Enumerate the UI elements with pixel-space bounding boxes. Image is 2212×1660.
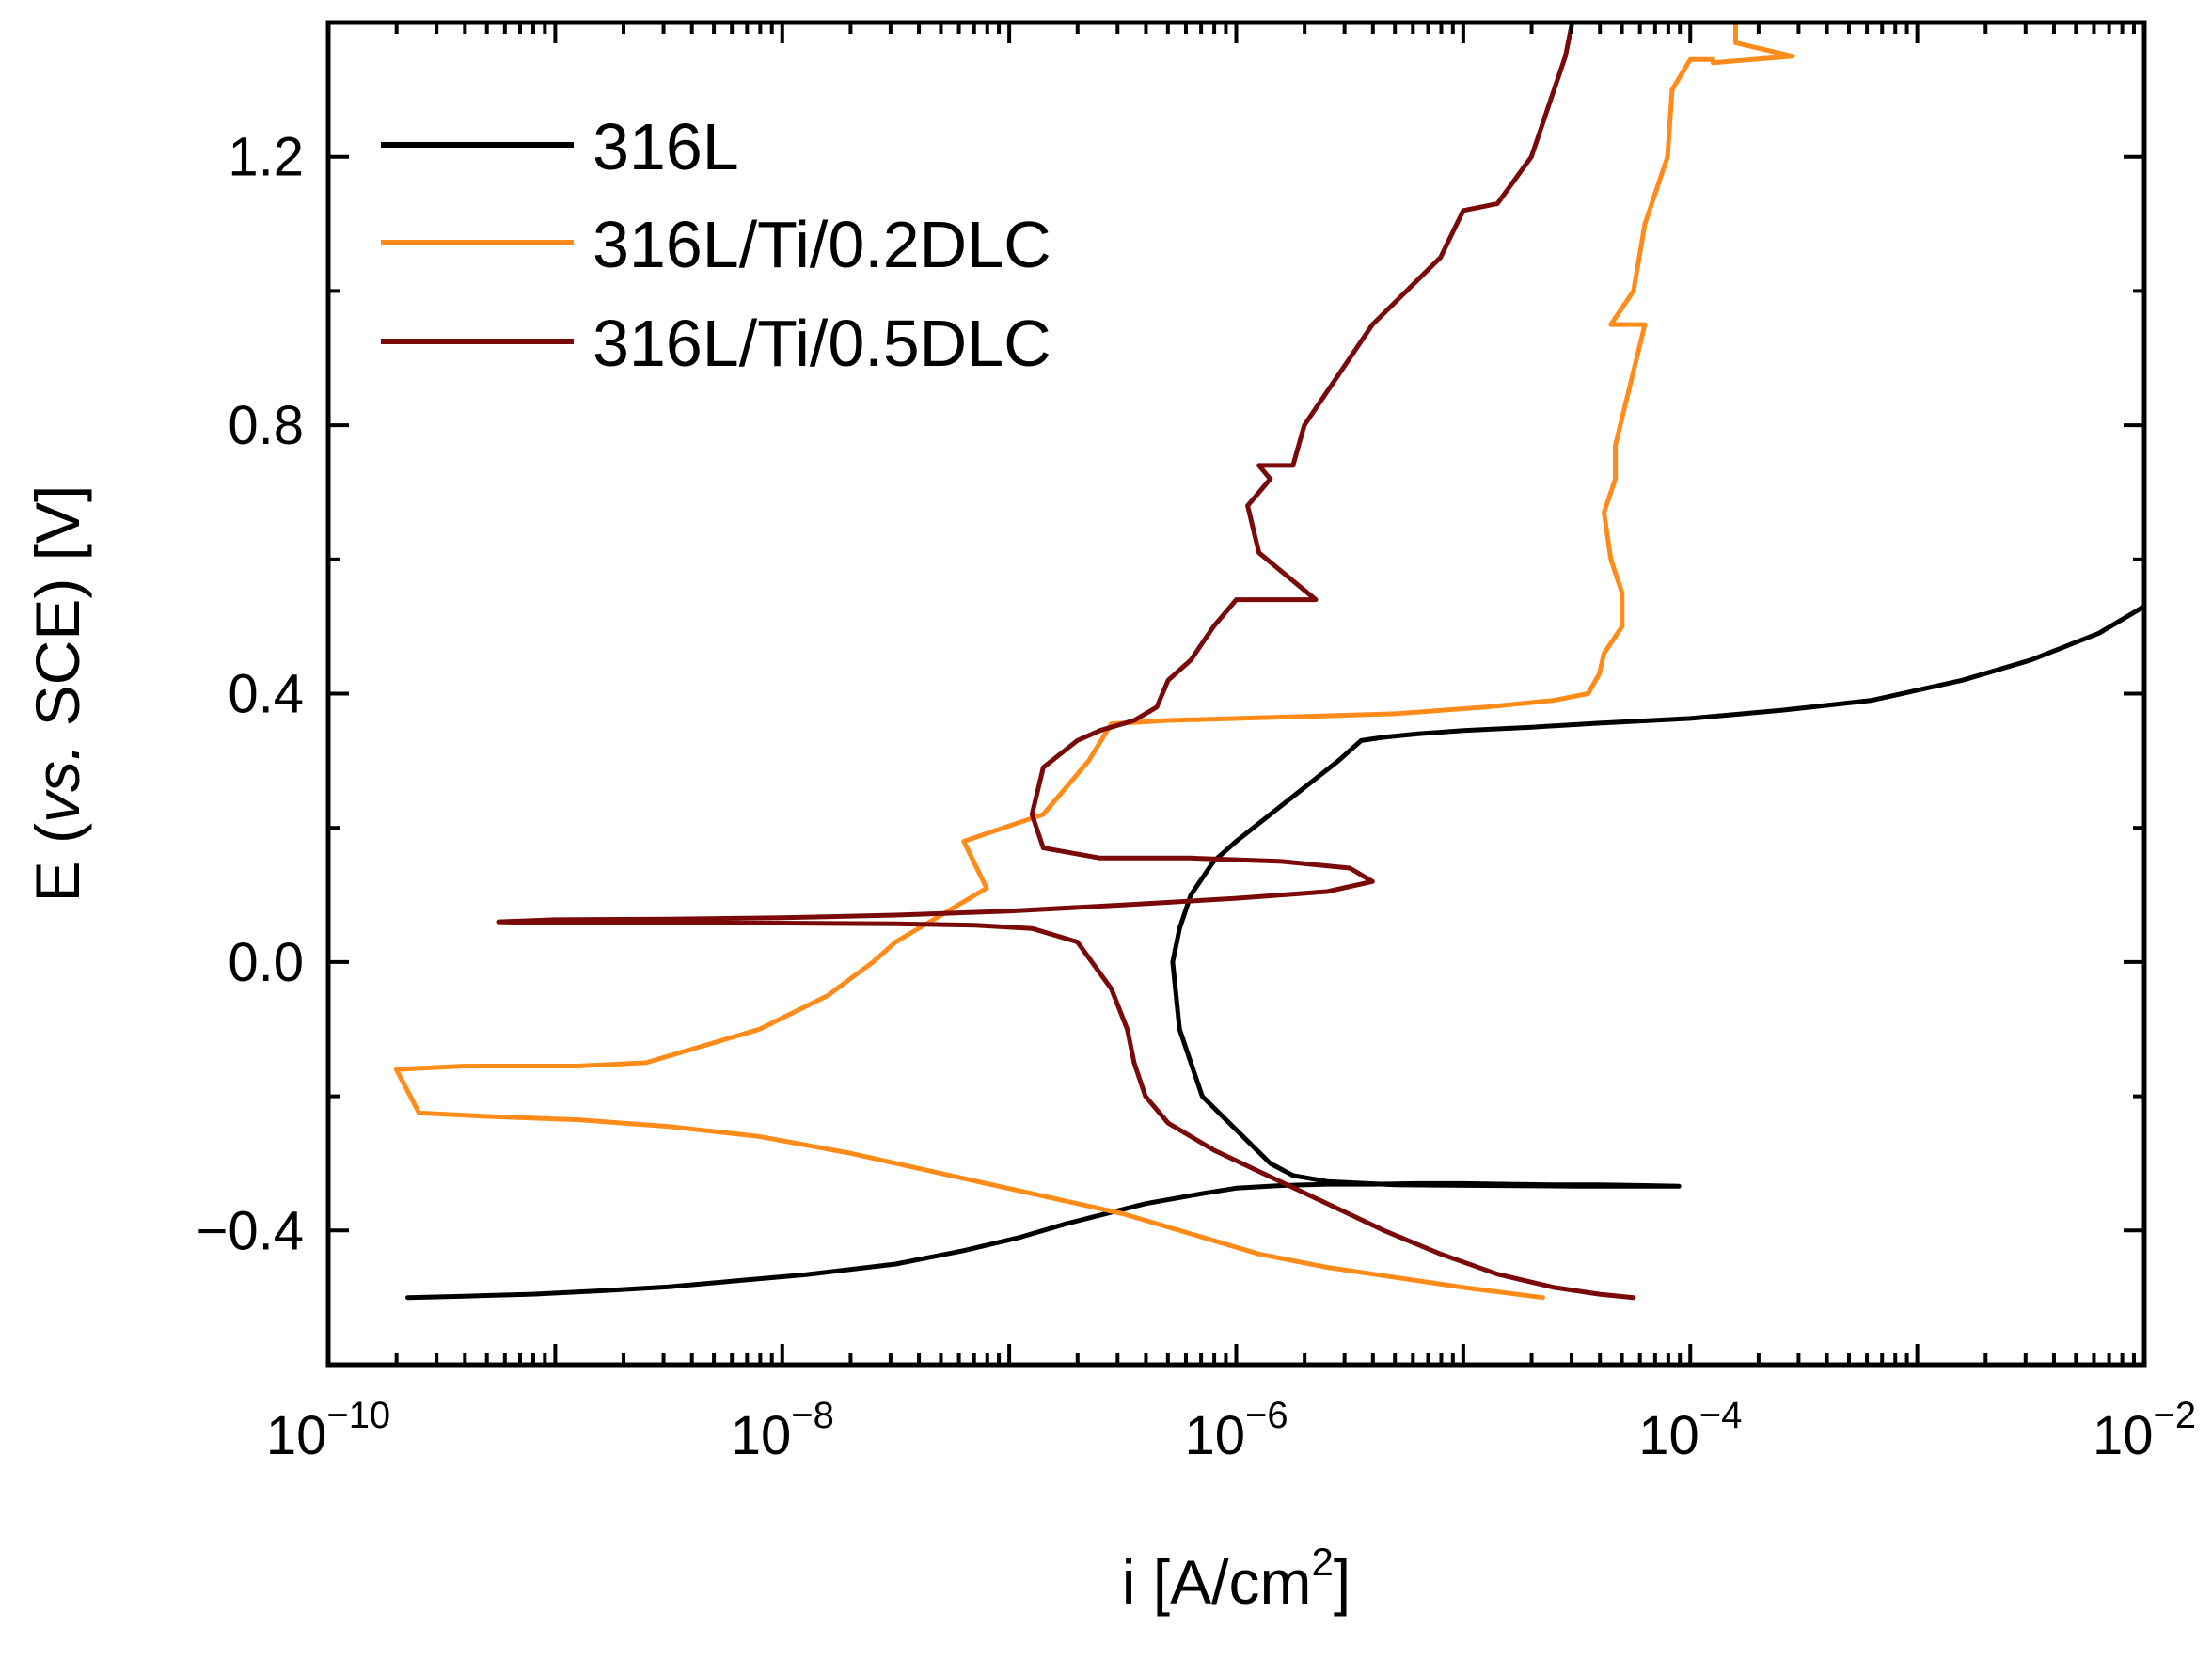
- legend-label-316l: 316L: [592, 110, 739, 183]
- plot-frame: [325, 20, 2147, 1368]
- x-tick-base: 10: [1638, 1405, 1699, 1466]
- x-axis-title-sup: 2: [1311, 1540, 1333, 1584]
- y-tick-label: 0.0: [228, 932, 304, 993]
- y-axis-title-pre: E (: [23, 823, 92, 902]
- x-tick-base: 10: [1184, 1405, 1245, 1466]
- x-tick-label: 10−10: [266, 1395, 390, 1466]
- series-line-316l: [405, 604, 2147, 1301]
- x-axis-title-end: ]: [1334, 1547, 1351, 1617]
- x-tick-base: 10: [266, 1405, 327, 1466]
- x-axis-title-base: i [A/cm: [1122, 1547, 1312, 1617]
- legend-label-316l-ti-0-5dlc: 316L/Ti/0.5DLC: [592, 307, 1051, 380]
- x-tick-base: 10: [2093, 1405, 2154, 1466]
- series-line-316l-ti-0-2dlc: [393, 20, 1795, 1301]
- x-axis-title: i [A/cm2]: [1122, 1540, 1351, 1617]
- x-tick-exp: −6: [1245, 1395, 1288, 1436]
- y-tick-label: 0.4: [228, 664, 304, 725]
- y-tick-labels: −0.4 0.0 0.4 0.8 1.2: [197, 127, 305, 1262]
- x-tick-label: 10−6: [1184, 1395, 1288, 1466]
- x-tick-labels: 10−10 10−8 10−6 10−4 10−2: [266, 1395, 2196, 1466]
- legend: 316L 316L/Ti/0.2DLC 316L/Ti/0.5DLC: [381, 110, 1051, 380]
- y-tick-label: 1.2: [228, 127, 304, 188]
- x-tick-exp: −8: [791, 1395, 834, 1436]
- y-axis-title-italic: vs.: [23, 744, 92, 823]
- legend-label-316l-ti-0-2dlc: 316L/Ti/0.2DLC: [592, 208, 1051, 281]
- series-line-316l-ti-0-5dlc: [496, 20, 1636, 1301]
- x-tick-exp: −4: [1699, 1395, 1743, 1436]
- y-axis-title-post: SCE) [V]: [23, 485, 92, 744]
- y-tick-label: −0.4: [197, 1200, 305, 1261]
- x-tick-label: 10−2: [2093, 1395, 2196, 1466]
- y-axis-title: E (vs. SCE) [V]: [23, 485, 92, 903]
- x-tick-exp: −2: [2153, 1395, 2196, 1436]
- x-tick-exp: −10: [326, 1395, 390, 1436]
- series-layer: [393, 20, 2147, 1301]
- x-tick-base: 10: [731, 1405, 792, 1466]
- x-tick-label: 10−8: [731, 1395, 834, 1466]
- y-tick-label: 0.8: [228, 395, 304, 456]
- x-tick-label: 10−4: [1638, 1395, 1742, 1466]
